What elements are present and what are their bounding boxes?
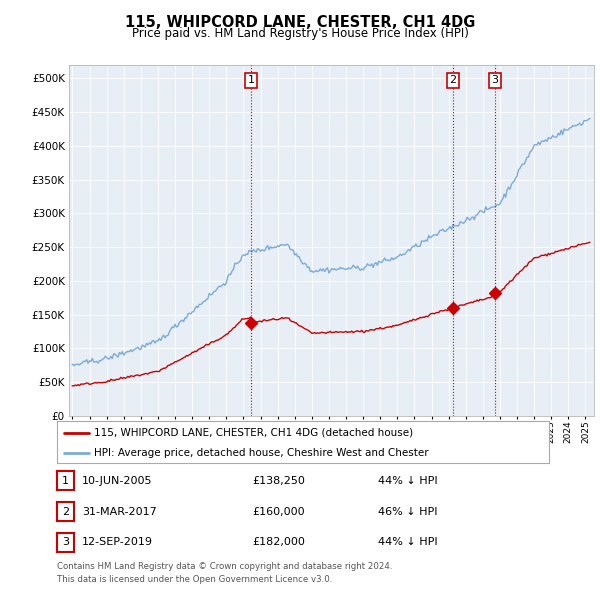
Text: 115, WHIPCORD LANE, CHESTER, CH1 4DG (detached house): 115, WHIPCORD LANE, CHESTER, CH1 4DG (de… xyxy=(94,428,413,438)
Text: 12-SEP-2019: 12-SEP-2019 xyxy=(82,537,153,547)
Text: Contains HM Land Registry data © Crown copyright and database right 2024.: Contains HM Land Registry data © Crown c… xyxy=(57,562,392,571)
Text: £160,000: £160,000 xyxy=(252,507,305,516)
Text: Price paid vs. HM Land Registry's House Price Index (HPI): Price paid vs. HM Land Registry's House … xyxy=(131,27,469,40)
Text: 115, WHIPCORD LANE, CHESTER, CH1 4DG: 115, WHIPCORD LANE, CHESTER, CH1 4DG xyxy=(125,15,475,30)
Text: 44% ↓ HPI: 44% ↓ HPI xyxy=(378,476,437,486)
Text: 46% ↓ HPI: 46% ↓ HPI xyxy=(378,507,437,516)
Text: 10-JUN-2005: 10-JUN-2005 xyxy=(82,476,152,486)
Text: 31-MAR-2017: 31-MAR-2017 xyxy=(82,507,157,516)
Text: £182,000: £182,000 xyxy=(252,537,305,547)
Text: HPI: Average price, detached house, Cheshire West and Chester: HPI: Average price, detached house, Ches… xyxy=(94,448,428,457)
Text: 2: 2 xyxy=(62,507,69,516)
Text: This data is licensed under the Open Government Licence v3.0.: This data is licensed under the Open Gov… xyxy=(57,575,332,584)
Text: 1: 1 xyxy=(62,476,69,486)
Text: 3: 3 xyxy=(62,537,69,547)
Text: 2: 2 xyxy=(449,76,457,86)
Text: 3: 3 xyxy=(491,76,499,86)
Text: 1: 1 xyxy=(247,76,254,86)
Text: 44% ↓ HPI: 44% ↓ HPI xyxy=(378,537,437,547)
Text: £138,250: £138,250 xyxy=(252,476,305,486)
